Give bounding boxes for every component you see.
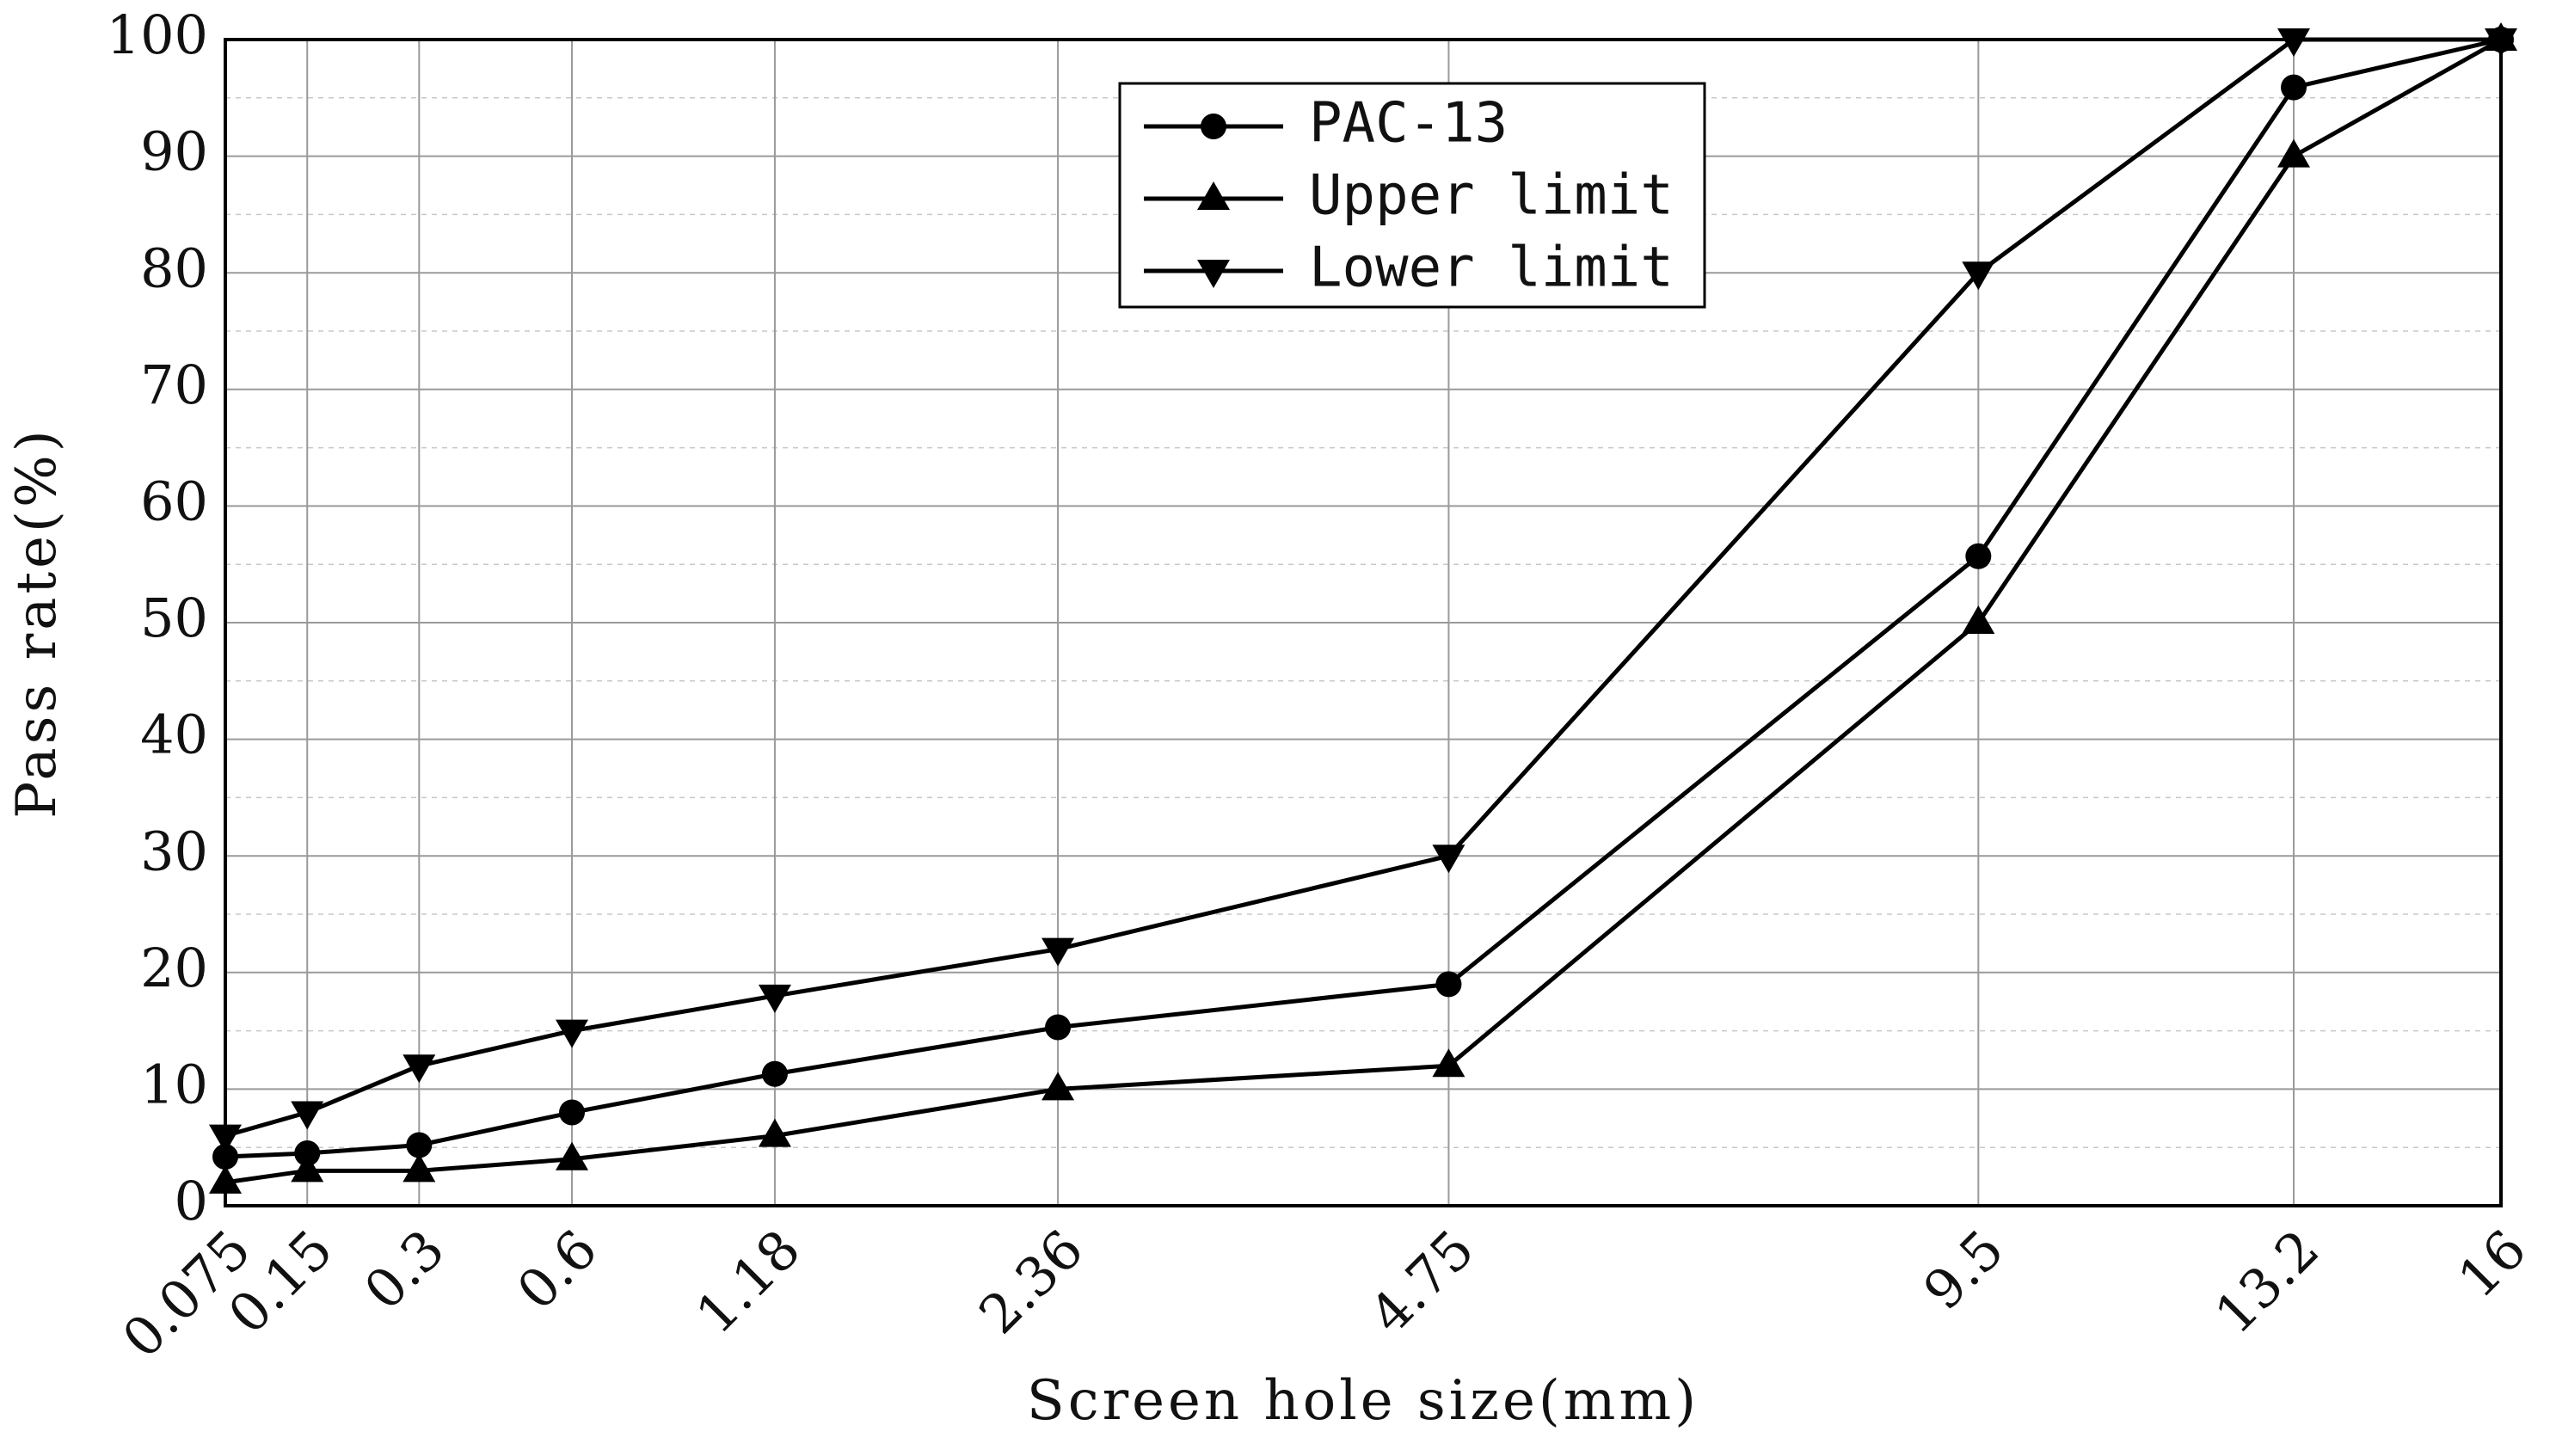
x-tick-label: 2.36 (967, 1218, 1095, 1346)
y-tick-label: 50 (140, 587, 208, 649)
data-point (758, 984, 791, 1013)
data-point (1435, 971, 1462, 998)
legend-label: Lower limit (1309, 237, 1674, 300)
legend-label: PAC-13 (1309, 92, 1508, 156)
legend-marker (1201, 114, 1226, 139)
data-point (556, 1141, 589, 1170)
data-point (559, 1099, 586, 1126)
series-lower-limit (209, 28, 2517, 1153)
data-point (291, 1101, 324, 1130)
series-layer (209, 22, 2517, 1194)
data-point (1962, 261, 1995, 291)
y-tick-label: 0 (175, 1170, 208, 1232)
legend-label: Upper limit (1309, 164, 1674, 228)
data-point (758, 1118, 791, 1147)
data-point (294, 1140, 321, 1166)
legend-item: PAC-13 (1144, 92, 1508, 156)
y-tick-label: 80 (140, 237, 208, 299)
data-point (1962, 605, 1995, 634)
data-point (2281, 74, 2307, 101)
y-tick-label: 30 (140, 820, 208, 882)
y-axis-title: Pass rate(%) (5, 427, 69, 818)
data-point (1965, 543, 1992, 569)
legend-item: Lower limit (1144, 237, 1674, 300)
y-tick-label: 100 (107, 3, 208, 66)
plot-area-frame (224, 38, 2503, 1207)
data-point (1432, 1048, 1465, 1078)
data-point (402, 1153, 436, 1183)
y-tick-label: 90 (140, 120, 208, 183)
data-point (402, 1054, 436, 1084)
series-line (224, 37, 2502, 1159)
data-point (291, 1153, 324, 1183)
legend-item: Upper limit (1144, 164, 1674, 228)
series-upper-limit (209, 22, 2517, 1194)
x-axis-title: Screen hole size(mm) (1027, 1369, 1699, 1433)
x-tick-label: 4.75 (1358, 1218, 1486, 1346)
data-point (406, 1132, 433, 1158)
y-tick-labels: 0 10 20 30 40 50 60 70 80 90 100 (107, 3, 208, 1232)
legend-marker (1197, 181, 1230, 210)
x-tick-label: 16 (2446, 1218, 2538, 1310)
legend: PAC-13 Upper limit Lower limit (1118, 82, 1706, 309)
data-point (761, 1060, 788, 1087)
y-tick-label: 60 (140, 470, 208, 533)
series-line (224, 37, 2501, 1139)
x-tick-label: 0.6 (505, 1218, 609, 1322)
x-tick-label: 1.18 (684, 1218, 812, 1346)
data-point (1432, 845, 1465, 874)
series-line (224, 37, 2503, 1185)
legend-marker (1197, 260, 1230, 288)
data-point (2277, 138, 2311, 168)
y-tick-label: 10 (140, 1054, 208, 1116)
x-tick-label: 9.5 (1911, 1218, 2015, 1322)
data-point (1042, 937, 1075, 967)
y-tick-label: 20 (140, 937, 208, 999)
x-tick-label: 0.3 (352, 1218, 456, 1322)
y-tick-label: 40 (140, 703, 208, 766)
data-point (2277, 28, 2311, 57)
data-point (556, 1019, 589, 1048)
data-point (1045, 1014, 1072, 1041)
x-tick-label: 13.2 (2203, 1218, 2331, 1346)
data-point (1042, 1072, 1075, 1101)
y-tick-label: 70 (140, 353, 208, 416)
